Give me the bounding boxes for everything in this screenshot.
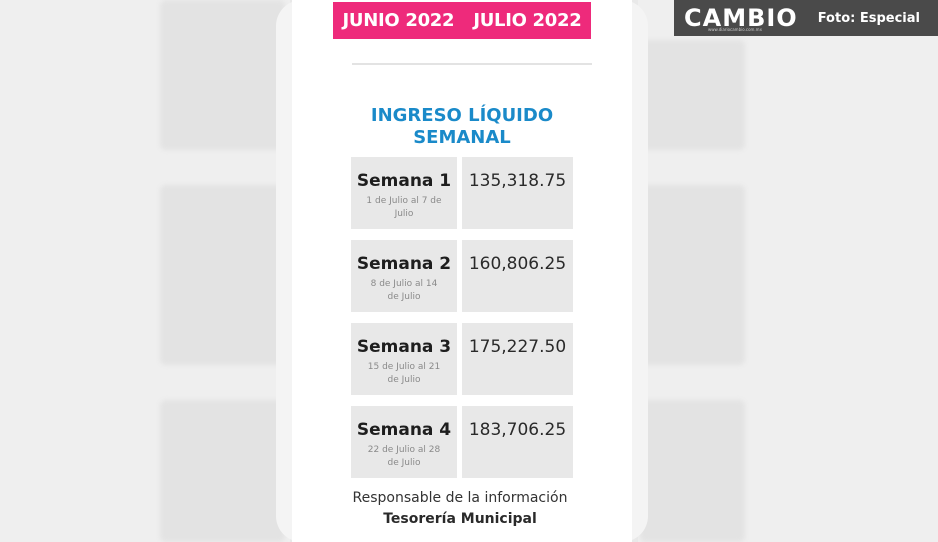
tab-month-july[interactable]: JULIO 2022 — [473, 10, 582, 31]
photo-credit: Foto: Especial — [817, 10, 920, 26]
week-range: 8 de Julio al 14 de Julio — [370, 279, 438, 302]
footer-value: Tesorería Municipal — [383, 511, 537, 527]
background-ghost-card — [640, 185, 745, 365]
tab-month-june[interactable]: JUNIO 2022 — [342, 10, 455, 31]
week-range: 22 de Julio al 28 de Julio — [367, 445, 441, 468]
watermark-banner: CAMBIO Foto: Especial — [674, 0, 938, 36]
week-card-3: Semana 3 15 de Julio al 21 de Julio — [351, 323, 457, 395]
week-range: 1 de Julio al 7 de Julio — [366, 196, 442, 219]
divider — [352, 63, 592, 65]
amount-card-2: 160,806.25 — [462, 240, 573, 312]
background-ghost-card — [640, 400, 745, 542]
week-range: 15 de Julio al 21 de Julio — [367, 362, 441, 385]
week-amount: 160,806.25 — [468, 254, 567, 274]
week-card-1: Semana 1 1 de Julio al 7 de Julio — [351, 157, 457, 229]
week-name: Semana 4 — [356, 420, 452, 440]
week-amount: 175,227.50 — [468, 337, 567, 357]
background-ghost-card — [640, 40, 745, 150]
week-name: Semana 3 — [356, 337, 452, 357]
week-card-2: Semana 2 8 de Julio al 14 de Julio — [351, 240, 457, 312]
footer-label: Responsable de la información — [352, 490, 568, 506]
week-card-4: Semana 4 22 de Julio al 28 de Julio — [351, 406, 457, 478]
logo-site: www.diariocambio.com.mx — [708, 27, 762, 32]
week-name: Semana 2 — [356, 254, 452, 274]
section-heading: INGRESO LÍQUIDO SEMANAL — [370, 105, 554, 148]
amount-card-3: 175,227.50 — [462, 323, 573, 395]
week-name: Semana 1 — [356, 171, 452, 191]
amount-card-4: 183,706.25 — [462, 406, 573, 478]
month-tabs: JUNIO 2022 JULIO 2022 — [333, 2, 591, 39]
background-ghost-card — [160, 185, 285, 365]
cambio-logo: CAMBIO — [684, 4, 798, 32]
amount-card-1: 135,318.75 — [462, 157, 573, 229]
week-amount: 135,318.75 — [468, 171, 567, 191]
background-ghost-card — [160, 400, 285, 542]
week-amount: 183,706.25 — [468, 420, 567, 440]
background-ghost-card — [160, 0, 285, 150]
